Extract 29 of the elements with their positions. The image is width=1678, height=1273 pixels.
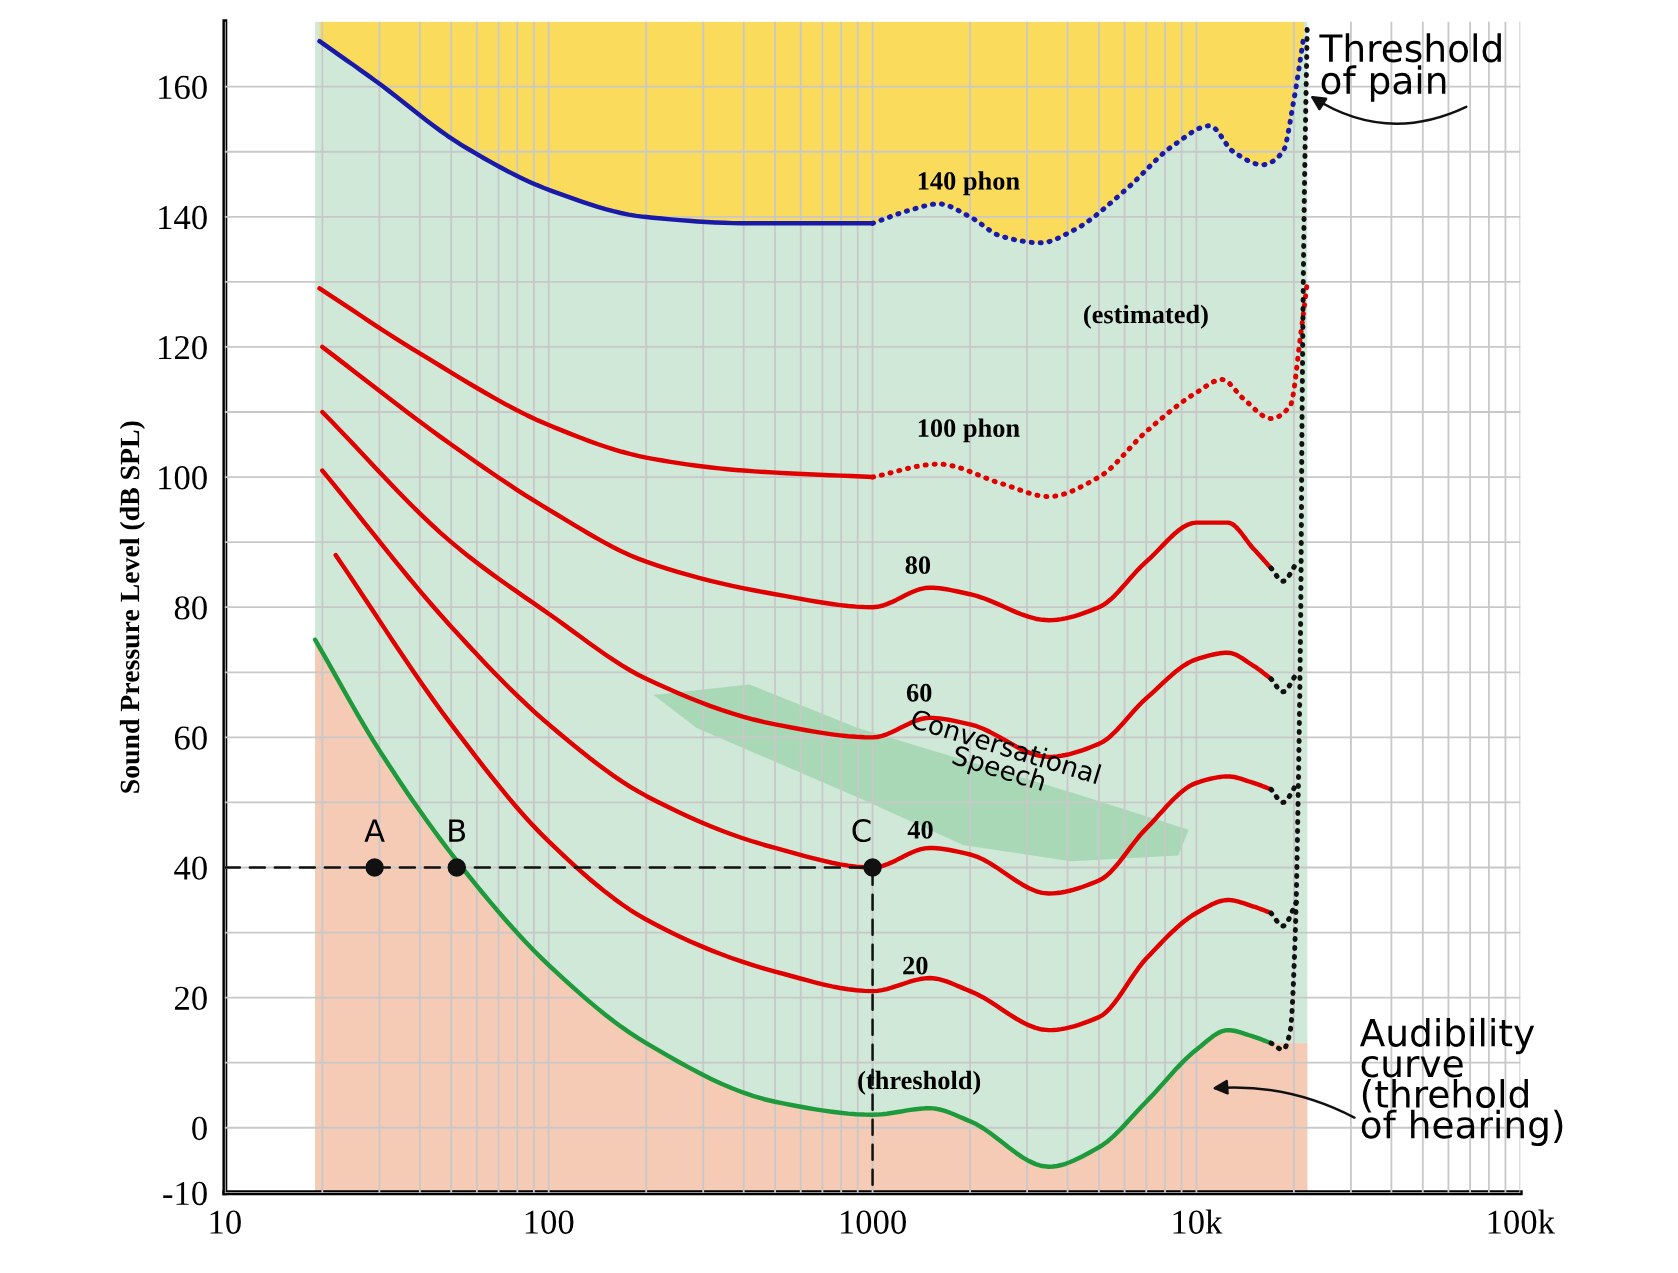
y-tick-label: 40 <box>174 856 207 880</box>
annotation: B <box>449 819 466 842</box>
y-tick-label: 140 <box>159 205 207 230</box>
x-tick-label: 10 <box>210 1210 241 1234</box>
annotation: C <box>852 819 871 843</box>
annotation: 80 <box>905 556 931 575</box>
annotation: 40 <box>907 820 933 839</box>
x-tick-label: 100 <box>525 1210 574 1234</box>
annotation: (threshold) <box>858 1070 981 1095</box>
y-tick-label: 160 <box>159 75 207 100</box>
annotation: 140 phon <box>918 171 1020 196</box>
annotation: Threshold of pain <box>1319 33 1501 102</box>
annotation: A <box>364 819 385 842</box>
annotation: 60 <box>906 683 932 702</box>
y-tick-label: 80 <box>174 596 207 620</box>
x-tick-label: 100k <box>1488 1209 1555 1234</box>
x-tick-label: 1000 <box>840 1210 906 1234</box>
annotation: (estimated) <box>1084 304 1208 329</box>
annotation: Audibility curve (threhold of hearing) <box>1359 1017 1563 1146</box>
y-tick-label: 120 <box>159 335 207 360</box>
y-tick-label: 100 <box>159 466 207 490</box>
y-tick-label: -10 <box>163 1181 207 1206</box>
y-axis-title: Sound Pressure Level (dB SPL) <box>119 421 145 793</box>
y-tick-label: 20 <box>174 986 207 1010</box>
annotation: 100 phon <box>918 418 1020 443</box>
y-tick-label: 60 <box>174 726 207 750</box>
x-tick-label: 10k <box>1173 1209 1223 1234</box>
y-tick-label: 0 <box>192 1116 207 1141</box>
annotation: 20 <box>903 956 928 975</box>
